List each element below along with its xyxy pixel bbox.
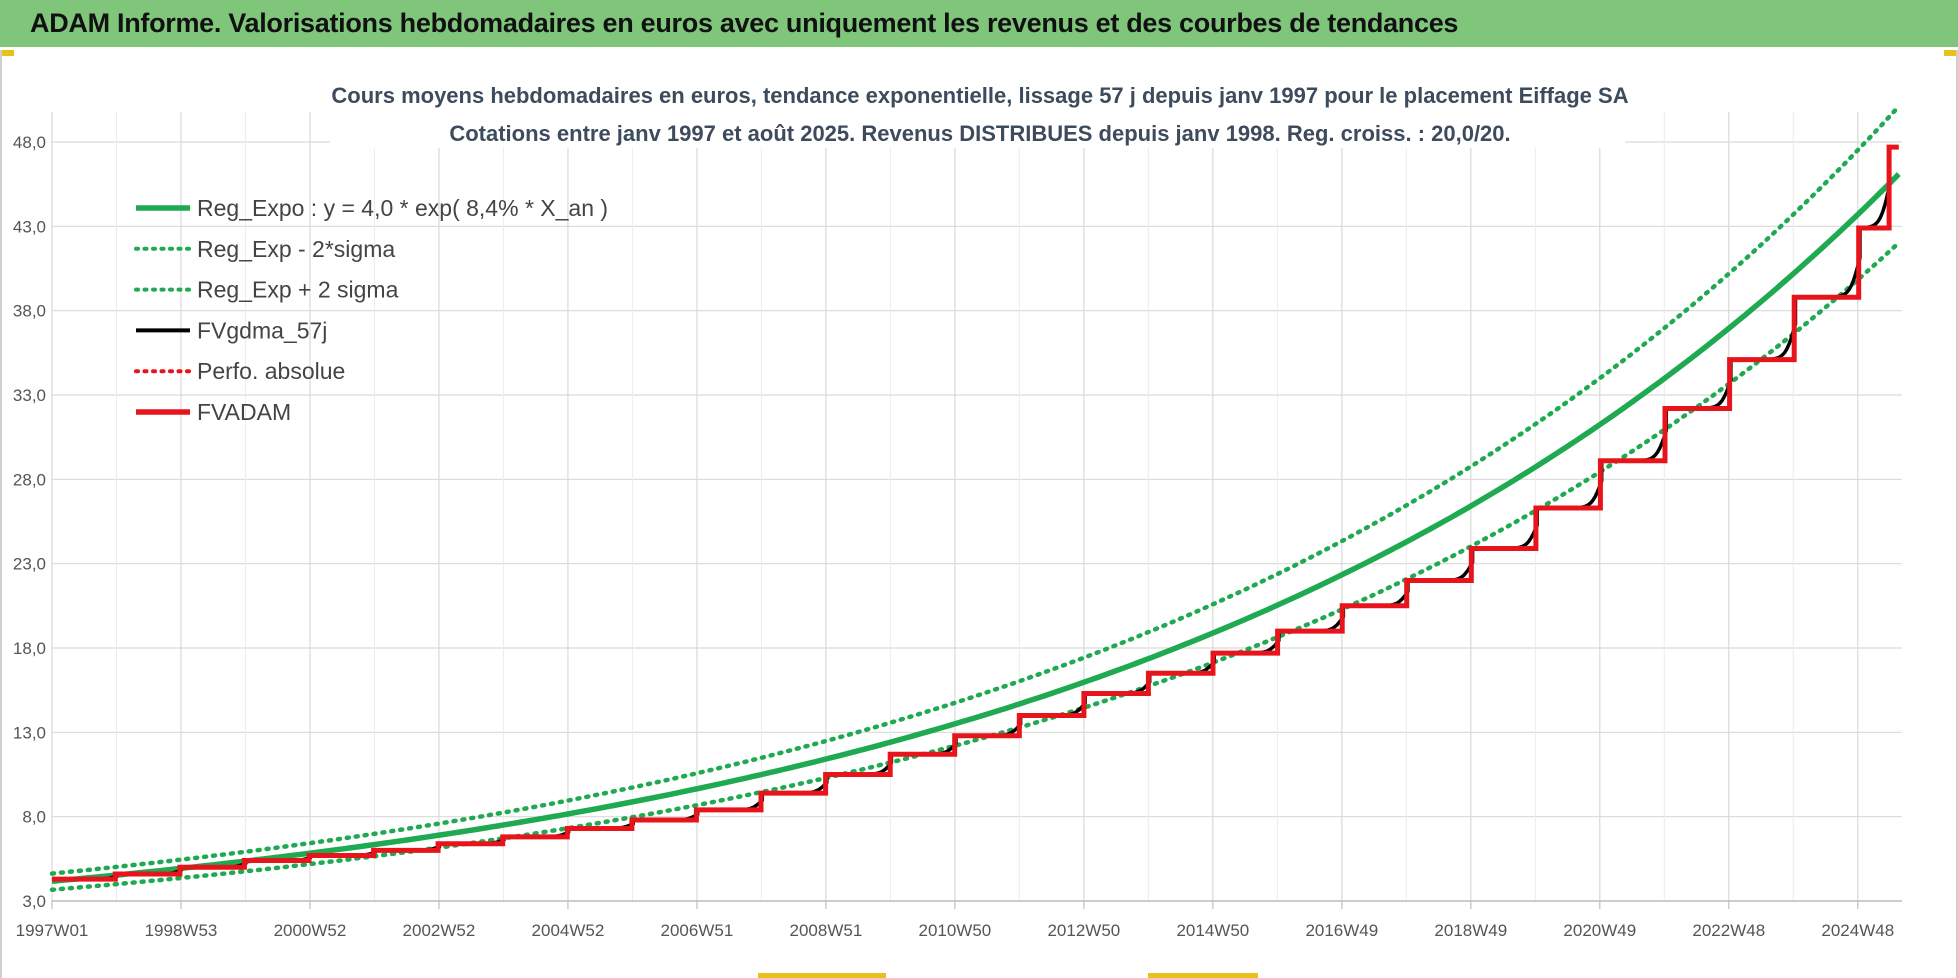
x-tick-label: 2018W49	[1434, 921, 1507, 940]
legend-label: Perfo. absolue	[197, 358, 345, 384]
x-tick-label: 2010W50	[918, 921, 991, 940]
x-tick-label: 2008W51	[790, 921, 863, 940]
y-tick-label: 48,0	[13, 133, 46, 152]
bottom-mark-1	[758, 973, 886, 978]
x-tick-label: 2004W52	[532, 921, 605, 940]
y-tick-label: 13,0	[13, 723, 46, 742]
chart-title-background	[330, 78, 1625, 148]
y-tick-label: 8,0	[22, 808, 46, 827]
x-tick-label: 1998W53	[145, 921, 218, 940]
reg-expo-line	[51, 172, 1901, 884]
corner-mark-left	[0, 50, 14, 56]
axis-layer: 3,0 8,0 13,0 18,0 23,0 28,0 33,0 38,0 43,0 48,0 19…	[13, 133, 1902, 940]
x-tick-label: 1997W01	[16, 921, 89, 940]
legend-label: Reg_Exp + 2 sigma	[197, 277, 399, 303]
corner-mark-right	[1944, 50, 1958, 56]
chart-title-line-2: Cotations entre janv 1997 et août 2025. …	[449, 121, 1510, 146]
x-tick-label: 2012W50	[1047, 921, 1120, 940]
legend-label: FVADAM	[197, 399, 291, 425]
chart-title-line-1: Cours moyens hebdomadaires en euros, ten…	[331, 83, 1628, 108]
report-title: ADAM Informe. Valorisations hebdomadaire…	[30, 8, 1459, 38]
y-tick-label: 28,0	[13, 470, 46, 489]
fvadam-line	[52, 144, 1899, 882]
y-tick-label: 3,0	[22, 892, 46, 911]
y-tick-label: 18,0	[13, 639, 46, 658]
x-tick-label: 2016W49	[1305, 921, 1378, 940]
reg-exp-minus-2sigma-line	[49, 240, 1902, 893]
chart-legend: Reg_Expo : y = 4,0 * exp( 8,4% * X_an ) R…	[134, 195, 608, 425]
y-tick-label: 43,0	[13, 217, 46, 236]
x-tick-label: 2006W51	[661, 921, 734, 940]
report-header: ADAM Informe. Valorisations hebdomadaire…	[0, 0, 1958, 50]
legend-label: Reg_Exp - 2*sigma	[197, 236, 395, 262]
series-layer	[49, 104, 1902, 893]
x-tick-label: 2024W48	[1821, 921, 1894, 940]
y-tick-label: 33,0	[13, 386, 46, 405]
x-tick-label: 2002W52	[403, 921, 476, 940]
grid-layer	[51, 112, 1902, 902]
legend-label: FVgdma_57j	[197, 317, 327, 343]
chart-frame	[0, 50, 1958, 978]
y-tick-label: 23,0	[13, 555, 46, 574]
bottom-mark-2	[1148, 973, 1258, 978]
x-tick-label: 2020W49	[1563, 921, 1636, 940]
reg-exp-plus-2sigma-line	[49, 104, 1902, 876]
x-tick-label: 2014W50	[1176, 921, 1249, 940]
chart-title-area: Cours moyens hebdomadaires en euros, ten…	[330, 78, 1629, 148]
y-tick-label: 38,0	[13, 302, 46, 321]
legend-label: Reg_Expo : y = 4,0 * exp( 8,4% * X_an )	[197, 195, 608, 221]
x-tick-label: 2000W52	[274, 921, 347, 940]
x-tick-label: 2022W48	[1692, 921, 1765, 940]
